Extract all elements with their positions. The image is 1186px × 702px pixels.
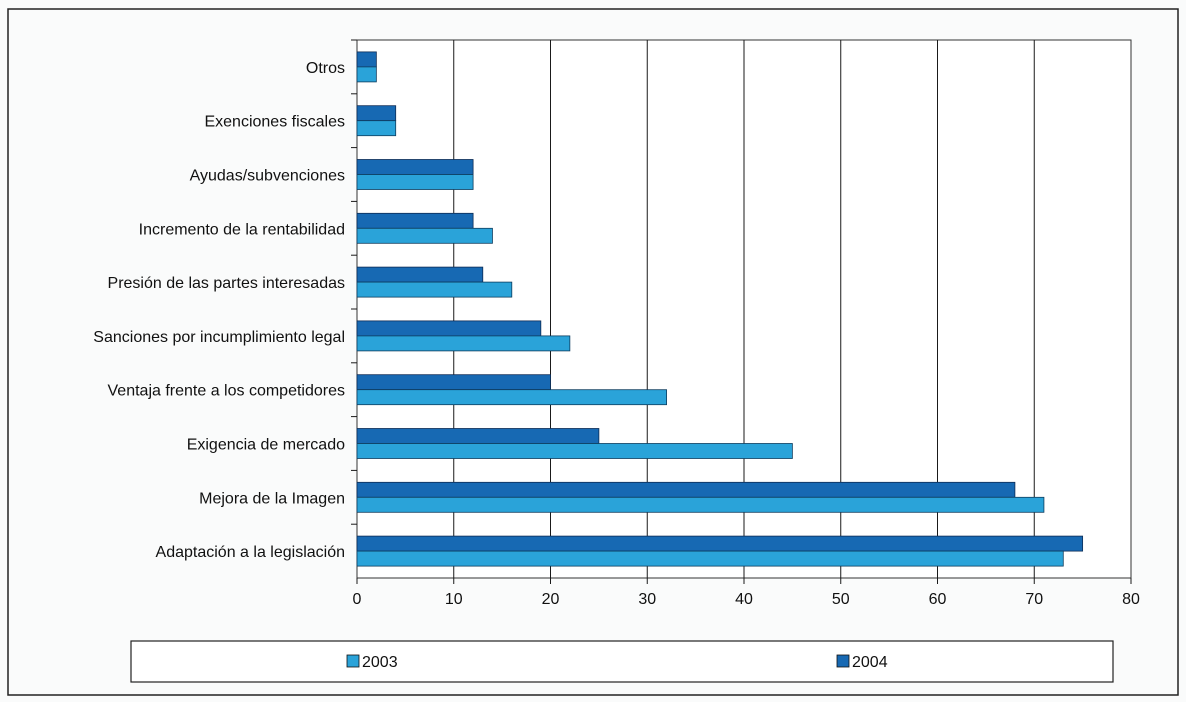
x-tick-label: 80 <box>1122 591 1140 608</box>
category-label: Adaptación a la legislación <box>156 544 345 561</box>
bar-2004 <box>356 51 377 68</box>
bar-group <box>356 51 1084 567</box>
category-label: Ayudas/subvenciones <box>190 168 345 185</box>
bar-2003 <box>356 443 793 459</box>
bar-2004 <box>356 105 397 122</box>
category-label: Incremento de la rentabilidad <box>139 221 345 238</box>
bar-2004 <box>356 159 474 175</box>
chart-border <box>7 8 1179 696</box>
category-label: Exigencia de mercado <box>187 437 345 454</box>
legend-swatch-2004 <box>836 654 850 668</box>
legend-label-2003: 2003 <box>362 654 398 671</box>
legend: 2003 2004 <box>130 640 1114 683</box>
bar-2004 <box>356 374 551 391</box>
bar-2003 <box>356 281 513 298</box>
bar-2003 <box>356 174 474 190</box>
legend-swatch-2003 <box>346 654 360 668</box>
category-label: Otros <box>306 60 345 77</box>
bar-2004 <box>356 535 1084 552</box>
x-tick-label: 70 <box>1025 591 1043 608</box>
bar-2003 <box>356 335 571 352</box>
bar-2004 <box>356 428 600 444</box>
x-tick-label: 40 <box>735 591 753 608</box>
bar-2004 <box>356 266 484 283</box>
bar-2004 <box>356 212 474 229</box>
bar-2003 <box>356 550 1064 567</box>
x-tick-label: 10 <box>445 591 463 608</box>
x-tick-labels: 0 10 20 30 40 50 60 70 80 <box>353 591 1140 608</box>
category-label: Sanciones por incumplimiento legal <box>93 329 345 346</box>
bar-2004 <box>356 320 542 337</box>
x-tick-label: 30 <box>638 591 656 608</box>
x-tick-label: 60 <box>929 591 947 608</box>
category-labels: Otros Exenciones fiscales Ayudas/subvencio… <box>93 60 345 561</box>
bar-2004 <box>356 481 1016 498</box>
bar-2003 <box>356 389 668 406</box>
category-label: Mejora de la Imagen <box>199 490 345 507</box>
bar-2003 <box>356 496 1045 513</box>
category-label: Presión de las partes interesadas <box>108 275 345 292</box>
category-label: Ventaja frente a los competidores <box>108 383 345 400</box>
legend-label-2004: 2004 <box>852 654 888 671</box>
category-label: Exenciones fiscales <box>204 114 345 131</box>
bar-2003 <box>356 66 377 83</box>
bar-2003 <box>356 227 493 244</box>
legend-box <box>130 640 1114 683</box>
bar-2003 <box>356 120 397 137</box>
x-tick-label: 50 <box>832 591 850 608</box>
x-tick-label: 20 <box>542 591 560 608</box>
x-tick-label: 0 <box>353 591 362 608</box>
